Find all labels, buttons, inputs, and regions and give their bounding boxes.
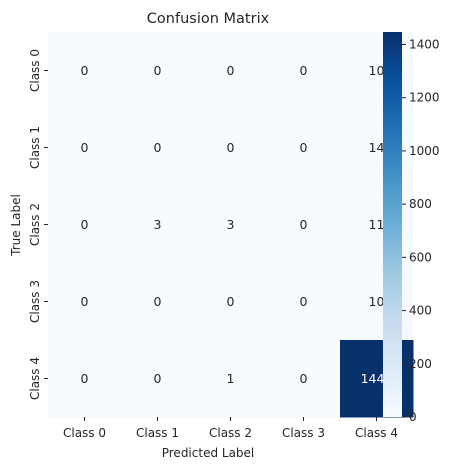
- y-tick-label: Class 0: [28, 49, 42, 92]
- heatmap-cell: [121, 186, 195, 264]
- colorbar-tick-label: 200: [409, 357, 432, 371]
- heatmap-cell: [267, 186, 341, 264]
- cell-value-label: 11: [369, 217, 385, 232]
- cell-value-label: 10: [369, 63, 385, 78]
- heatmap-cell: [194, 32, 268, 110]
- heatmap-cell: [121, 32, 195, 110]
- heatmap-cell: [194, 340, 268, 418]
- colorbar-tick-label: 1400: [409, 38, 440, 52]
- x-axis-label: Predicted Label: [162, 446, 255, 460]
- cell-value-label: 0: [81, 140, 89, 155]
- cell-value-label: 0: [227, 140, 235, 155]
- cell-value-label: 0: [154, 140, 162, 155]
- x-tick-label: Class 2: [209, 426, 252, 440]
- heatmap-cells: 0 0 0 0 100 0 0 0 140 3 3 0 110 0 0 0 100 0 1 0 1447: [48, 32, 414, 418]
- cell-value-label: 0: [81, 294, 89, 309]
- heatmap-cell: [194, 109, 268, 187]
- cell-value-label: 14: [369, 140, 385, 155]
- heatmap-cell: [48, 263, 122, 341]
- cell-value-label: 0: [81, 63, 89, 78]
- cell-value-label: 3: [227, 217, 235, 232]
- x-tick-label: Class 4: [355, 426, 398, 440]
- y-tick-label: Class 4: [28, 357, 42, 400]
- y-tick-label: Class 2: [28, 203, 42, 246]
- cell-value-label: 0: [300, 63, 308, 78]
- heatmap-cell: [267, 32, 341, 110]
- y-tick-labels: Class 0 Class 1 Class 2 Class 3 Class 4: [28, 49, 48, 400]
- heatmap-cell: [194, 263, 268, 341]
- cell-value-label: 0: [81, 217, 89, 232]
- heatmap-cell: [267, 109, 341, 187]
- cell-value-label: 3: [154, 217, 162, 232]
- x-tick-label: Class 0: [63, 426, 106, 440]
- heatmap-cell: [48, 109, 122, 187]
- x-tick-labels: Class 0 Class 1 Class 2 Class 3 Class 4: [63, 417, 398, 440]
- heatmap-cell: [48, 186, 122, 264]
- x-tick-label: Class 1: [136, 426, 179, 440]
- colorbar-tick-label: 800: [409, 197, 432, 211]
- colorbar-tick-label: 0: [409, 410, 417, 424]
- x-tick-label: Class 3: [282, 426, 325, 440]
- chart-title: Confusion Matrix: [147, 11, 270, 27]
- cell-value-label: 0: [154, 371, 162, 386]
- cell-value-label: 0: [154, 63, 162, 78]
- colorbar-ticks: 0 200 400 600 800 1000 1200 1400: [402, 38, 440, 424]
- heatmap-cell: [121, 109, 195, 187]
- cell-value-label: 1: [227, 371, 235, 386]
- colorbar-tick-label: 600: [409, 250, 432, 264]
- cell-value-label: 0: [300, 217, 308, 232]
- heatmap-cell: [48, 340, 122, 418]
- colorbar: [383, 32, 402, 417]
- heatmap-cell: [267, 263, 341, 341]
- heatmap-cell: [121, 340, 195, 418]
- cell-value-label: 10: [369, 294, 385, 309]
- y-axis-label: True Label: [9, 194, 23, 257]
- cell-value-label: 0: [227, 294, 235, 309]
- colorbar-tick-label: 1200: [409, 91, 440, 105]
- heatmap-cell: [121, 263, 195, 341]
- colorbar-tick-label: 400: [409, 304, 432, 318]
- cell-value-label: 0: [227, 63, 235, 78]
- cell-value-label: 0: [154, 294, 162, 309]
- heatmap-cell: [48, 32, 122, 110]
- heatmap-cell: [194, 186, 268, 264]
- cell-value-label: 0: [300, 371, 308, 386]
- cell-value-label: 0: [300, 294, 308, 309]
- cell-value-label: 0: [81, 371, 89, 386]
- cell-value-label: 0: [300, 140, 308, 155]
- y-tick-label: Class 1: [28, 126, 42, 169]
- y-tick-label: Class 3: [28, 280, 42, 323]
- colorbar-tick-label: 1000: [409, 144, 440, 158]
- heatmap-cell: [267, 340, 341, 418]
